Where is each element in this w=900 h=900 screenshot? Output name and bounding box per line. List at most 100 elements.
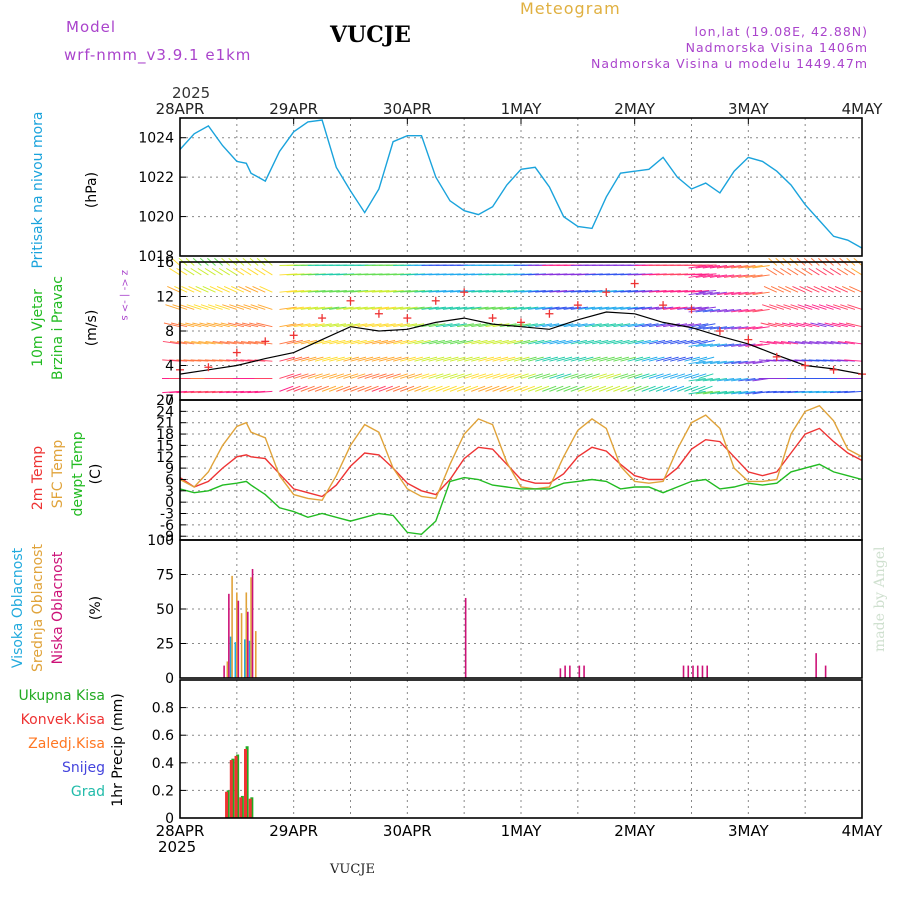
wind-barb — [528, 323, 545, 328]
wind-unit-label: (m/s) — [84, 310, 100, 347]
wind-barb — [698, 273, 717, 276]
wind-barb — [527, 356, 544, 362]
wind-barb — [556, 385, 571, 392]
wind-barb — [520, 289, 539, 293]
wind-barb — [314, 373, 330, 379]
wind-barb — [336, 323, 354, 328]
wind-barb — [350, 289, 369, 293]
wind-barb — [684, 339, 701, 345]
wind-barb — [797, 304, 813, 310]
wind-barb — [731, 390, 749, 395]
wind-barb — [385, 306, 404, 310]
wind-barb — [321, 323, 339, 328]
wind-barb — [364, 306, 383, 310]
y-tick-label: 9 — [165, 461, 174, 477]
wind-barb — [400, 306, 418, 310]
wind-barb — [769, 304, 785, 310]
wind-barb — [627, 373, 643, 379]
wind-barb — [322, 306, 340, 310]
wind-barb — [773, 267, 785, 276]
wind-barb — [752, 360, 770, 365]
wind-barb — [392, 373, 409, 379]
wind-barb — [549, 373, 565, 379]
wind-barb — [204, 267, 216, 276]
wind-barb — [634, 356, 651, 362]
wind-barb — [758, 359, 777, 362]
pressure-unit-label: (hPa) — [84, 172, 100, 208]
wind-barb — [776, 304, 792, 310]
station-title: VUCJE — [330, 22, 411, 48]
wind-barb — [691, 356, 708, 362]
wind-barb — [314, 289, 333, 293]
wind-barb — [485, 385, 500, 392]
wind-barb — [765, 267, 778, 276]
wind-barb — [724, 377, 742, 382]
wind-barb — [731, 264, 749, 269]
time-tick-label-bottom: 1MAY — [501, 822, 543, 840]
wind-barb — [745, 308, 763, 313]
temp-sfc-label: SFC Temp — [50, 440, 66, 509]
wind-barb — [183, 359, 202, 362]
wind-barb — [698, 373, 714, 379]
wind-barb — [709, 274, 728, 278]
y-tick-label: 0 — [165, 495, 174, 511]
wind-barb — [286, 339, 303, 345]
wind-barb — [279, 385, 294, 392]
wind-barb — [279, 339, 296, 345]
wind-barb — [641, 356, 658, 362]
wind-barb — [204, 390, 223, 394]
wind-barb — [219, 359, 237, 362]
wind-barb — [213, 322, 230, 328]
wind-barb — [584, 306, 603, 310]
wind-barb — [794, 267, 806, 276]
wind-barb — [627, 306, 645, 310]
wind-barb — [535, 339, 552, 345]
y-tick-label: 0 — [165, 671, 174, 687]
wind-barb — [745, 291, 763, 296]
wind-barb — [506, 339, 524, 345]
wind-barb — [724, 274, 742, 278]
wind-barb — [738, 274, 756, 278]
wind-barb — [731, 291, 749, 296]
wind-barb — [808, 267, 820, 276]
wind-barb — [528, 289, 546, 293]
wind-barb — [738, 343, 756, 347]
wind-barb — [471, 289, 489, 293]
wind-barb — [577, 289, 596, 293]
wind-barb — [357, 385, 372, 392]
wind-barb — [648, 373, 664, 379]
wind-barb — [688, 326, 706, 330]
wind-barb — [492, 385, 507, 392]
wind-barb — [421, 373, 437, 379]
wind-barb — [549, 289, 568, 293]
wind-barb — [620, 289, 639, 293]
wind-barb — [343, 339, 360, 345]
wind-barb — [542, 339, 559, 345]
wind-barb — [191, 340, 209, 345]
wind-barb — [824, 322, 841, 328]
y-tick-label: 8 — [165, 324, 174, 340]
wind-barb — [648, 323, 666, 328]
wind-barb — [293, 339, 310, 345]
wind-barb — [822, 390, 841, 394]
wind-barb — [684, 323, 702, 328]
wind-barb — [662, 356, 679, 362]
wind-barb — [407, 306, 425, 310]
wind-barb — [449, 306, 468, 310]
wind-barb — [435, 356, 452, 362]
wind-barb — [795, 340, 813, 345]
wind-barb — [606, 306, 624, 310]
wind-barb — [240, 267, 252, 276]
wind-barb — [606, 339, 623, 345]
wind-barb — [400, 339, 417, 345]
wind-barb — [584, 356, 601, 362]
wind-barb — [211, 267, 223, 276]
wind-barb — [378, 385, 393, 392]
y-tick-label: 21 — [156, 416, 174, 432]
wind-barb — [627, 385, 642, 392]
wind-barb — [314, 385, 330, 392]
wind-barb — [245, 286, 259, 293]
precip-bar — [248, 798, 252, 818]
wind-barb — [655, 306, 674, 310]
wind-barb — [794, 390, 813, 394]
